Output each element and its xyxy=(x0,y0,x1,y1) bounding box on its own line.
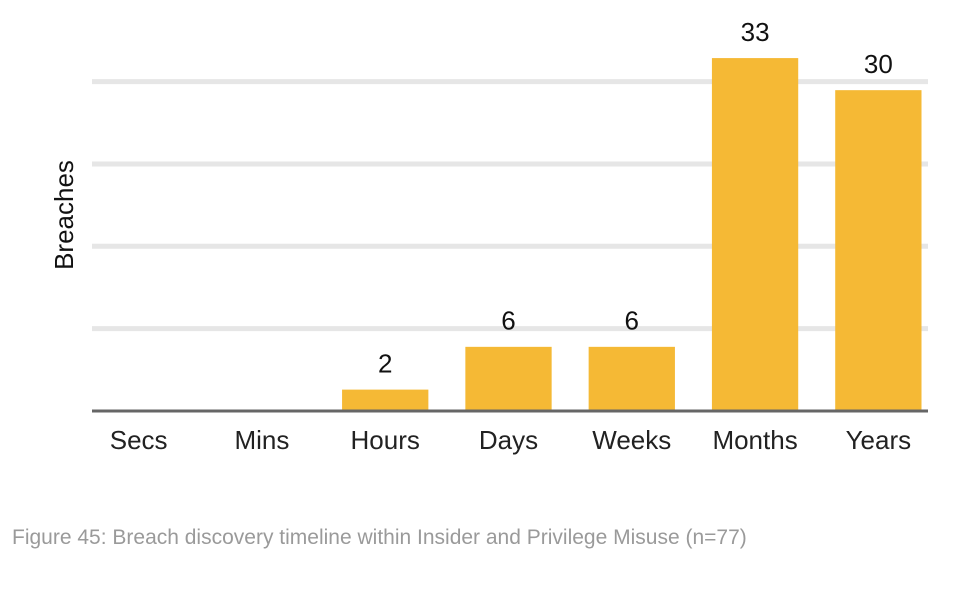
bar xyxy=(835,90,922,412)
value-label: 30 xyxy=(864,49,893,79)
x-tick-label: Months xyxy=(712,425,797,455)
bar xyxy=(465,346,552,411)
caption: Figure 45: Breach discovery timeline wit… xyxy=(12,526,747,549)
value-label: 33 xyxy=(741,17,770,47)
bar xyxy=(588,346,675,411)
x-tick-label: Years xyxy=(846,425,912,455)
value-label: 6 xyxy=(625,306,639,336)
bar xyxy=(342,389,429,411)
value-label: 2 xyxy=(378,348,392,378)
bar xyxy=(711,58,799,411)
chart: Breaches Secs Mins Hours 2 Days 6 Weeks 6 Months… xyxy=(49,17,928,455)
y-axis-label: Breaches xyxy=(49,160,79,270)
x-tick-label: Days xyxy=(479,425,538,455)
x-tick-label: Secs xyxy=(110,425,168,455)
x-tick-label: Weeks xyxy=(592,425,671,455)
x-tick-label: Hours xyxy=(351,425,420,455)
value-label: 6 xyxy=(501,306,515,336)
x-tick-label: Mins xyxy=(234,425,289,455)
